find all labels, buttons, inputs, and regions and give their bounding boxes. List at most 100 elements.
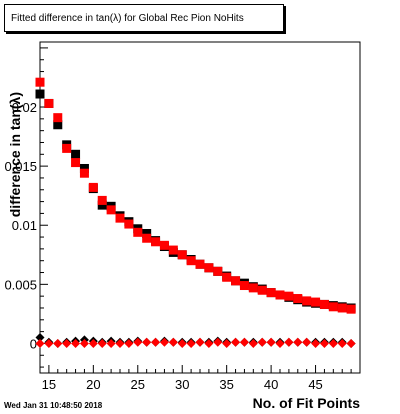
data-point-diamond [88,338,98,348]
data-point-square [115,213,125,223]
data-point-diamond [142,337,152,347]
data-point-square [213,266,223,276]
data-point-square [328,302,338,312]
data-point-square [97,200,107,210]
data-point-square [79,168,89,178]
x-axis-label: No. of Fit Points [252,395,360,411]
title-shadow-bottom [6,32,286,34]
data-point-diamond [186,338,196,348]
data-point-square [142,229,152,239]
data-point-square [35,77,45,87]
chart-title-box: Fitted difference in tan(λ) for Global R… [4,4,284,32]
data-point-diamond [204,338,214,348]
data-point-square [142,233,152,243]
data-point-diamond [319,338,329,348]
data-point-square [337,303,347,313]
data-point-square [284,291,294,301]
data-point-diamond [257,337,267,347]
x-tick-label: 35 [219,377,233,392]
data-point-diamond [213,337,223,347]
data-point-square [35,89,45,99]
data-point-square [195,259,205,269]
data-point-square [275,290,285,300]
data-point-diamond [239,337,249,347]
data-point-square [168,245,178,255]
data-point-diamond [337,338,347,348]
data-point-square [53,113,63,123]
title-shadow-right [284,6,286,34]
data-point-diamond [266,337,276,347]
y-tick-label: 0.01 [12,218,37,233]
data-point-square [204,263,214,273]
y-tick-label: 0.005 [4,277,37,292]
y-tick-label: 0.02 [12,100,37,115]
data-point-square [151,237,161,247]
data-point-square [71,158,81,168]
data-point-square [311,297,321,307]
x-tick-label: 20 [86,377,100,392]
data-point-square [88,182,98,192]
data-point-diamond [284,337,294,347]
data-point-diamond [62,338,72,348]
data-point-square [71,149,81,159]
data-point-diamond [346,338,356,348]
chart-title: Fitted difference in tan(λ) for Global R… [11,13,244,24]
data-point-diamond [115,338,125,348]
data-point-square [319,299,329,309]
x-tick-label: 40 [264,377,278,392]
data-point-diamond [151,337,161,347]
data-point-diamond [133,337,143,347]
data-point-square [257,285,267,295]
data-point-square [159,240,169,250]
data-point-diamond [71,338,81,348]
data-point-square [231,276,241,286]
data-point-diamond [302,337,312,347]
data-point-square [133,227,143,237]
data-point-diamond [248,338,258,348]
data-point-diamond [168,337,178,347]
data-point-diamond [79,338,89,348]
data-point-square [186,256,196,266]
data-point-diamond [195,337,205,347]
data-point-diamond [124,338,134,348]
data-point-diamond [328,338,338,348]
data-point-square [346,304,356,314]
x-tick-label: 45 [308,377,322,392]
data-point-diamond [231,337,241,347]
data-point-square [239,281,249,291]
data-point-diamond [311,338,321,348]
y-tick-label: 0 [30,336,37,351]
data-point-diamond [106,338,116,348]
data-point-square [266,288,276,298]
data-point-square [248,283,258,293]
data-point-square [44,98,54,108]
data-point-square [222,272,232,282]
data-point-diamond [159,337,169,347]
data-point-diamond [44,338,54,348]
data-point-square [302,296,312,306]
x-tick-label: 15 [42,377,56,392]
y-axis-label: difference in tan(λ) [7,92,23,217]
data-point-diamond [35,333,45,343]
data-point-diamond [35,338,45,348]
timestamp: Wed Jan 31 10:48:50 2018 [4,401,103,410]
plot-frame [39,41,361,374]
data-point-diamond [177,338,187,348]
y-tick-label: 0.015 [4,159,37,174]
data-point-diamond [275,338,285,348]
data-point-square [97,195,107,205]
x-tick-label: 25 [131,377,145,392]
data-point-diamond [293,337,303,347]
data-point-square [106,205,116,215]
data-point-square [293,294,303,304]
data-point-square [62,143,72,153]
data-point-square [124,219,134,229]
x-tick-label: 30 [175,377,189,392]
data-point-diamond [53,338,63,348]
data-point-diamond [222,338,232,348]
data-point-diamond [97,338,107,348]
data-point-square [79,163,89,173]
data-point-square [53,120,63,130]
data-point-square [177,250,187,260]
